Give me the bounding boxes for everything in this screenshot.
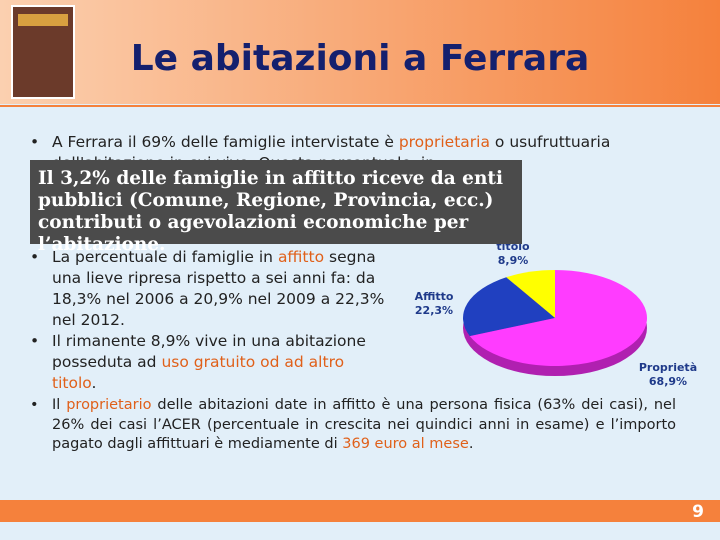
- pie-slice: [469, 270, 647, 366]
- highlight-text: proprietaria: [398, 133, 490, 151]
- text: Il rimanente 8,9% vive in una abitazione…: [52, 332, 366, 371]
- slice-value-label: 68,9%: [649, 375, 687, 388]
- text: .: [468, 436, 474, 452]
- text: segna una lieve ripresa rispetto a sei a…: [52, 248, 385, 329]
- text: Il: [52, 397, 67, 413]
- text: La percentuale di famiglie in: [52, 248, 278, 266]
- text: delle abitazioni date in affitto è una p…: [52, 397, 677, 452]
- highlight-text: affitto: [277, 248, 325, 266]
- photo-detail: [18, 14, 68, 26]
- pie-slice: [506, 270, 555, 318]
- slide-title: Le abitazioni a Ferrara: [130, 38, 590, 79]
- highlight-text: uso gratuito od ad altro titolo: [52, 353, 345, 392]
- highlight-text: 369 euro al mese: [342, 436, 469, 452]
- highlight-text: proprietario: [66, 397, 152, 413]
- bullet: La percentuale di famiglie in affitto se…: [30, 247, 387, 331]
- text: A Ferrara il 69% delle famiglie intervis…: [52, 133, 399, 151]
- slice-value-label: 22,3%: [415, 304, 453, 317]
- slice-value-label: 8,9%: [498, 254, 529, 267]
- page-number: 9: [692, 502, 704, 522]
- bullet: Il rimanente 8,9% vive in una abitazione…: [30, 331, 387, 394]
- header-band: [0, 0, 720, 104]
- bullet: Il proprietario delle abitazioni date in…: [30, 396, 677, 455]
- slice-label: Proprietà: [639, 361, 697, 374]
- slice-label: Affitto: [415, 290, 454, 303]
- pie-slice: [463, 277, 555, 337]
- footer-band: [0, 500, 720, 522]
- callout: Il 3,2% delle famiglie in affitto riceve…: [30, 160, 522, 255]
- text: .: [91, 374, 97, 392]
